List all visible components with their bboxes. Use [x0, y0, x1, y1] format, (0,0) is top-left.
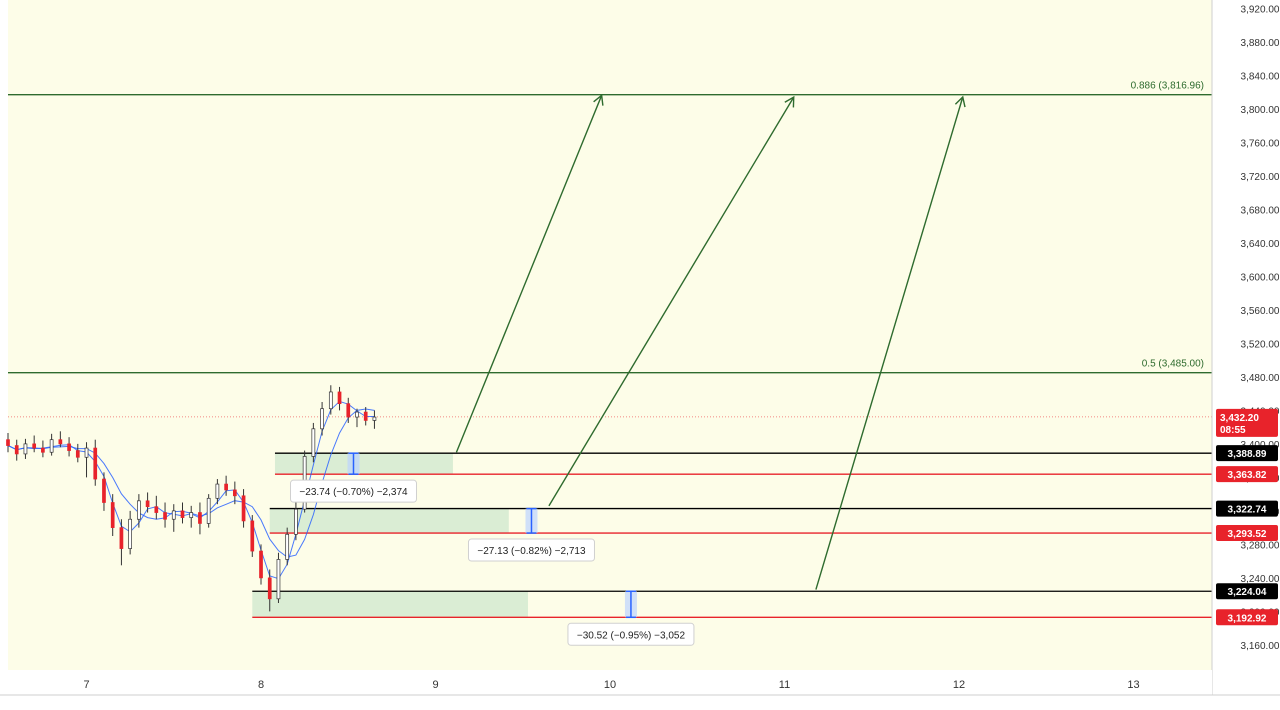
candle-body	[6, 439, 10, 446]
y-tick-label: 3,160.00	[1241, 641, 1280, 652]
candle-body	[189, 512, 194, 518]
level-badge-5	[1216, 583, 1278, 600]
y-tick-label: 3,800.00	[1241, 105, 1280, 116]
y-tick-label: 3,640.00	[1241, 239, 1280, 250]
candle-body	[67, 443, 71, 451]
candle-body	[32, 443, 37, 449]
candle-body	[110, 502, 115, 528]
fib-level-label-1: 0.886 (3,816.96)	[1131, 81, 1204, 92]
level-badge-3	[1216, 500, 1278, 517]
level-badge-6	[1216, 609, 1278, 626]
demand-zone-1	[274, 453, 453, 475]
candle-body	[154, 506, 159, 513]
candle-body	[163, 512, 167, 520]
measure-label-3: −30.52 (−0.95%) −3,052	[577, 630, 686, 641]
time-axis[interactable]	[0, 670, 1212, 710]
candle-body	[171, 510, 176, 520]
candle-body	[294, 508, 298, 535]
level-badge-label-5: 3,224.04	[1228, 587, 1267, 598]
projection-arrow-3[interactable]	[815, 95, 966, 590]
candle-body	[372, 416, 377, 421]
y-tick-label: 3,680.00	[1241, 205, 1280, 216]
level-badge-4	[1216, 525, 1278, 542]
level-badge-label-1: 3,388.89	[1228, 449, 1267, 460]
candle-body	[355, 411, 359, 418]
y-tick-label: 3,840.00	[1241, 71, 1280, 82]
candle-body	[23, 443, 28, 455]
candle-body	[84, 447, 89, 458]
candle-body	[198, 512, 202, 524]
level-badge-label-2: 3,363.82	[1228, 470, 1267, 481]
y-tick-label: 3,240.00	[1241, 574, 1280, 585]
x-tick-label: 8	[258, 679, 264, 691]
candle-body	[41, 447, 45, 453]
candle-body	[285, 533, 290, 560]
candle-body	[137, 500, 141, 520]
y-tick-label: 3,880.00	[1241, 38, 1280, 49]
demand-zone-2	[269, 508, 509, 534]
candle-body	[320, 408, 324, 430]
level-badge-1	[1216, 445, 1278, 462]
candle-body	[119, 527, 124, 549]
candle-body	[58, 439, 63, 445]
measure-label-2: −27.13 (−0.82%) −2,713	[477, 546, 586, 557]
candle-body	[363, 411, 368, 421]
y-tick-label: 3,480.00	[1241, 373, 1280, 384]
measure-label-box-3	[567, 622, 695, 646]
x-tick-label: 9	[432, 679, 438, 691]
fib-level-label-2: 0.5 (3,485.00)	[1142, 359, 1204, 370]
countdown-label: 08:55	[1220, 425, 1246, 436]
measure-label-1: −23.74 (−0.70%) −2,374	[299, 487, 408, 498]
candle-body	[215, 483, 220, 499]
candle-body	[259, 550, 263, 579]
candle-body	[267, 577, 272, 600]
candle-body	[241, 495, 246, 522]
candle-body	[14, 445, 19, 455]
measure-label-box-1	[289, 479, 417, 503]
candle-body	[145, 500, 150, 508]
y-tick-label: 3,280.00	[1241, 540, 1280, 551]
level-badge-label-3: 3,322.74	[1228, 505, 1267, 516]
candle-body	[276, 559, 281, 600]
candle-body	[328, 391, 333, 410]
y-tick-label: 3,920.00	[1241, 4, 1280, 15]
candle-body	[93, 447, 98, 480]
y-tick-label: 3,720.00	[1241, 172, 1280, 183]
current-price-badge	[1216, 408, 1278, 437]
x-tick-label: 7	[83, 679, 89, 691]
level-badge-2	[1216, 466, 1278, 483]
level-badge-label-4: 3,293.52	[1228, 529, 1267, 540]
candle-body	[311, 428, 316, 457]
candle-body	[250, 520, 255, 552]
candle-body	[49, 439, 54, 453]
x-tick-label: 10	[604, 679, 616, 691]
candle-body	[224, 483, 228, 491]
candle-body	[128, 518, 132, 549]
x-tick-label: 12	[953, 679, 965, 691]
candle-body	[337, 391, 342, 405]
x-tick-label: 11	[779, 679, 790, 691]
y-tick-label: 3,520.00	[1241, 339, 1280, 350]
y-tick-label: 3,760.00	[1241, 138, 1280, 149]
x-tick-label: 13	[1127, 679, 1139, 691]
current-price-label: 3,432.20	[1220, 413, 1259, 424]
candle-body	[180, 510, 185, 518]
level-badge-label-6: 3,192.92	[1228, 613, 1267, 624]
candle-body	[346, 403, 351, 418]
projection-arrow-2[interactable]	[548, 95, 795, 507]
y-tick-label: 3,560.00	[1241, 306, 1280, 317]
candle-body	[232, 489, 237, 497]
candle-body	[206, 497, 211, 524]
projection-arrow-1[interactable]	[455, 94, 604, 453]
demand-zone-3	[252, 591, 528, 618]
candle-body	[102, 478, 106, 503]
measure-label-box-2	[467, 538, 595, 562]
candle-body	[75, 450, 80, 458]
plot-area[interactable]	[8, 0, 1212, 670]
y-tick-label: 3,600.00	[1241, 272, 1280, 283]
